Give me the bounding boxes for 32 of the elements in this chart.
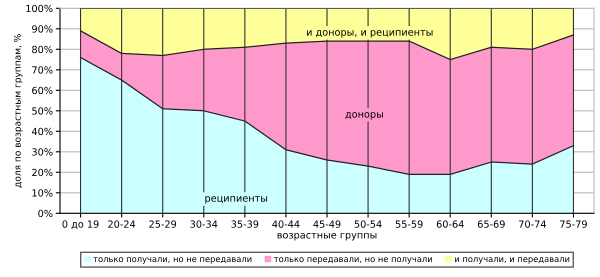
x-tick-label: 55-59 — [396, 220, 423, 228]
x-tick-label: 20-24 — [108, 220, 136, 228]
y-tick-label: 90% — [32, 25, 53, 33]
x-tick-label: 0 до 19 — [62, 220, 99, 229]
y-axis-title: доля по возрастным группам, % — [14, 34, 22, 188]
x-tick-label: 75-79 — [560, 220, 587, 228]
x-tick-label: 30-34 — [190, 220, 218, 228]
y-tick-label: 70% — [32, 66, 53, 74]
y-tick-label: 40% — [32, 128, 53, 136]
y-tick-label: 80% — [32, 46, 53, 54]
y-tick-label: 20% — [32, 168, 53, 176]
x-tick-label: 25-29 — [149, 220, 176, 228]
y-tick-label: 60% — [32, 86, 53, 94]
y-tick-label: 50% — [32, 107, 53, 115]
y-tick-label: 10% — [32, 189, 53, 197]
annotation: и доноры, и реципиенты — [306, 30, 432, 38]
annotation: реципиенты — [205, 196, 268, 204]
x-tick-label: 35-39 — [231, 220, 258, 228]
x-tick-label: 40-44 — [272, 220, 300, 228]
x-tick-label: 70-74 — [519, 220, 546, 228]
y-tick-label: 30% — [32, 148, 53, 156]
legend-label: только передавали, но не получали — [274, 257, 432, 264]
x-tick-label: 65-69 — [478, 220, 505, 228]
x-axis-title: возрастные группы — [278, 232, 376, 240]
legend-label: и получали, и передавали — [455, 257, 570, 264]
y-tick-label: 100% — [26, 4, 53, 12]
y-tick-label: 0% — [38, 210, 53, 218]
x-tick-label: 45-49 — [313, 220, 340, 228]
x-tick-label: 50-54 — [354, 220, 382, 228]
legend-label: только получали, но не передавали — [93, 257, 252, 264]
annotation: доноры — [345, 112, 383, 120]
x-tick-label: 60-64 — [436, 220, 464, 228]
